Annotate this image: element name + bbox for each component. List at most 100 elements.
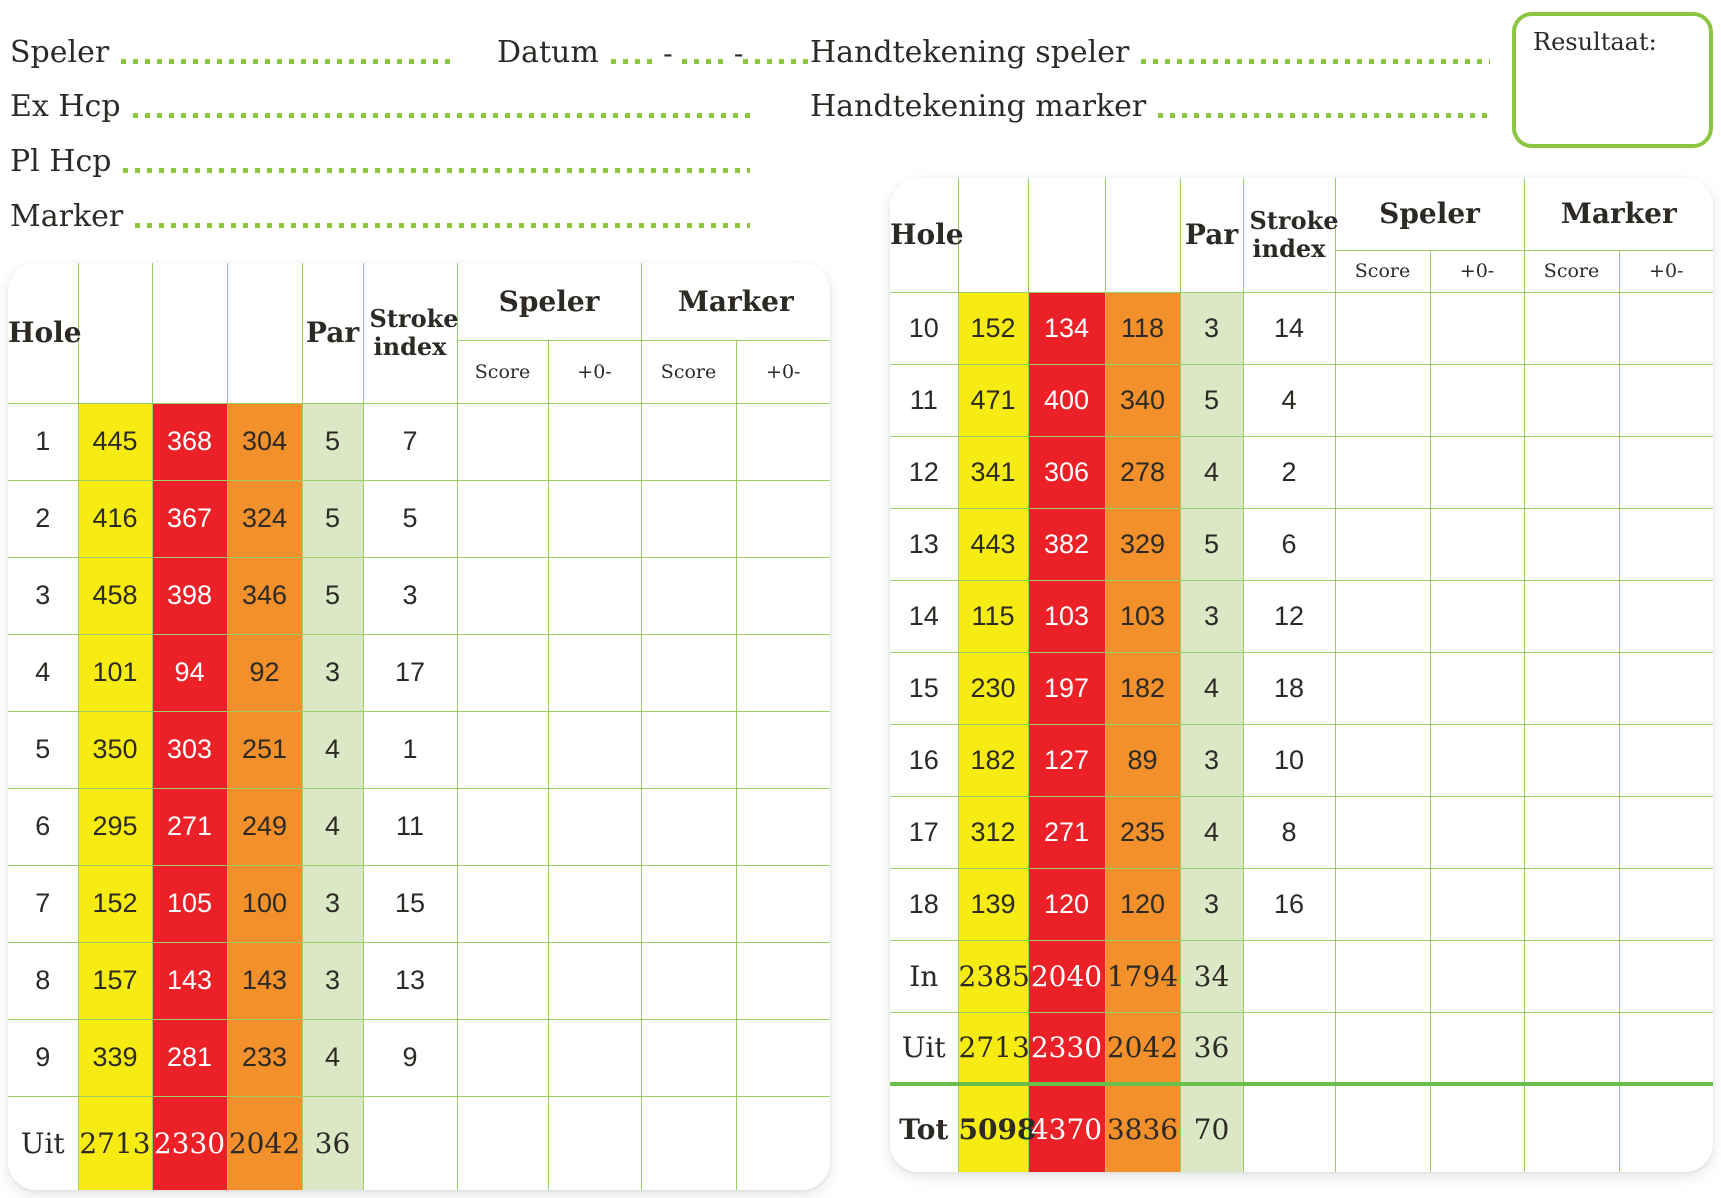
handtekening-speler-fill-line[interactable]: [1141, 59, 1490, 64]
ex-hcp-fill-line[interactable]: [132, 113, 750, 118]
marker-score-cell[interactable]: [640, 864, 737, 943]
marker-score-cell[interactable]: [1523, 795, 1620, 869]
speler-score-cell[interactable]: [456, 864, 549, 943]
speler-plusminus-cell[interactable]: [1429, 435, 1525, 509]
speler-score-cell[interactable]: [1334, 723, 1431, 797]
marker-plusminus-cell[interactable]: [735, 1018, 830, 1097]
marker-plusminus-cell[interactable]: [1618, 867, 1713, 941]
marker-plusminus-cell[interactable]: [735, 941, 830, 1020]
marker-plusminus-cell[interactable]: [735, 864, 830, 943]
speler-plusminus-cell[interactable]: [547, 941, 642, 1020]
marker-plusminus-cell[interactable]: [1618, 795, 1713, 869]
datum-day-fill[interactable]: [610, 59, 655, 64]
marker-score-cell[interactable]: [1523, 1082, 1620, 1172]
speler-score-cell[interactable]: [456, 479, 549, 558]
speler-score-cell[interactable]: [456, 710, 549, 789]
speler-plusminus-cell[interactable]: [547, 556, 642, 635]
speler-score-cell[interactable]: [1334, 1082, 1431, 1172]
marker-score-cell[interactable]: [1523, 507, 1620, 581]
speler-score-cell[interactable]: [1334, 939, 1431, 1013]
speler-plusminus-cell[interactable]: [1429, 939, 1525, 1013]
marker-score-cell[interactable]: [1523, 723, 1620, 797]
speler-score-cell[interactable]: [456, 941, 549, 1020]
speler-plusminus-cell[interactable]: [1429, 507, 1525, 581]
marker-plusminus-cell[interactable]: [1618, 723, 1713, 797]
datum-month-fill[interactable]: [681, 59, 725, 64]
speler-plusminus-cell[interactable]: [547, 864, 642, 943]
speler-plusminus-cell[interactable]: [547, 710, 642, 789]
marker-score-cell[interactable]: [1523, 291, 1620, 365]
marker-score-cell[interactable]: [640, 479, 737, 558]
speler-plusminus-cell[interactable]: [1429, 795, 1525, 869]
marker-score-cell[interactable]: [1523, 651, 1620, 725]
speler-score-cell[interactable]: [1334, 795, 1431, 869]
speler-score-cell[interactable]: [456, 1018, 549, 1097]
par-value: 3: [1179, 291, 1244, 365]
pl-hcp-fill-line[interactable]: [123, 168, 750, 173]
speler-plusminus-cell[interactable]: [547, 479, 642, 558]
speler-fill-line[interactable]: [121, 59, 452, 64]
marker-plusminus-cell[interactable]: [735, 633, 830, 712]
tee-yellow-header: [957, 178, 1029, 293]
marker-plusminus-cell[interactable]: [1618, 579, 1713, 653]
marker-score-cell[interactable]: [640, 556, 737, 635]
speler-plusminus-cell[interactable]: [1429, 651, 1525, 725]
speler-plusminus-cell[interactable]: [1429, 291, 1525, 365]
marker-fill-line[interactable]: [135, 223, 750, 228]
marker-plusminus-cell[interactable]: [1618, 507, 1713, 581]
speler-plusminus-cell[interactable]: [1429, 363, 1525, 437]
marker-score-cell[interactable]: [640, 787, 737, 866]
marker-plusminus-cell[interactable]: [1618, 1011, 1713, 1085]
marker-plusminus-cell[interactable]: [735, 402, 830, 481]
speler-score-cell[interactable]: [1334, 363, 1431, 437]
marker-score-cell[interactable]: [1523, 939, 1620, 1013]
marker-score-cell[interactable]: [640, 1095, 737, 1190]
marker-plusminus-cell[interactable]: [1618, 291, 1713, 365]
speler-score-cell[interactable]: [1334, 1011, 1431, 1085]
marker-plusminus-cell[interactable]: [735, 1095, 830, 1190]
speler-plusminus-cell[interactable]: [1429, 579, 1525, 653]
speler-plusminus-cell[interactable]: [547, 1018, 642, 1097]
marker-plusminus-cell[interactable]: [1618, 939, 1713, 1013]
marker-plusminus-cell[interactable]: [735, 479, 830, 558]
speler-plusminus-cell[interactable]: [1429, 723, 1525, 797]
marker-plusminus-cell[interactable]: [1618, 435, 1713, 509]
speler-score-cell[interactable]: [1334, 867, 1431, 941]
marker-plusminus-cell[interactable]: [735, 710, 830, 789]
datum-year-fill[interactable]: [743, 59, 813, 64]
resultaat-box[interactable]: Resultaat:: [1512, 12, 1713, 148]
marker-score-cell[interactable]: [1523, 579, 1620, 653]
marker-score-cell[interactable]: [640, 1018, 737, 1097]
speler-score-cell[interactable]: [456, 1095, 549, 1190]
speler-score-cell[interactable]: [456, 633, 549, 712]
speler-score-cell[interactable]: [1334, 291, 1431, 365]
speler-score-cell[interactable]: [456, 402, 549, 481]
marker-score-cell[interactable]: [640, 402, 737, 481]
speler-plusminus-cell[interactable]: [1429, 867, 1525, 941]
marker-plusminus-cell[interactable]: [1618, 363, 1713, 437]
marker-score-cell[interactable]: [640, 941, 737, 1020]
speler-plusminus-cell[interactable]: [547, 1095, 642, 1190]
marker-plusminus-cell[interactable]: [1618, 1082, 1713, 1172]
marker-plusminus-cell[interactable]: [735, 556, 830, 635]
speler-plusminus-cell[interactable]: [547, 787, 642, 866]
speler-plusminus-cell[interactable]: [1429, 1082, 1525, 1172]
marker-score-cell[interactable]: [1523, 435, 1620, 509]
speler-plusminus-cell[interactable]: [547, 402, 642, 481]
marker-plusminus-cell[interactable]: [735, 787, 830, 866]
speler-score-cell[interactable]: [456, 556, 549, 635]
speler-plusminus-cell[interactable]: [1429, 1011, 1525, 1085]
speler-score-cell[interactable]: [1334, 579, 1431, 653]
speler-plusminus-cell[interactable]: [547, 633, 642, 712]
speler-score-cell[interactable]: [1334, 435, 1431, 509]
handtekening-marker-fill-line[interactable]: [1158, 113, 1490, 118]
speler-score-cell[interactable]: [1334, 507, 1431, 581]
marker-plusminus-cell[interactable]: [1618, 651, 1713, 725]
marker-score-cell[interactable]: [1523, 867, 1620, 941]
marker-score-cell[interactable]: [1523, 1011, 1620, 1085]
marker-score-cell[interactable]: [640, 710, 737, 789]
marker-score-cell[interactable]: [1523, 363, 1620, 437]
speler-score-cell[interactable]: [456, 787, 549, 866]
marker-score-cell[interactable]: [640, 633, 737, 712]
speler-score-cell[interactable]: [1334, 651, 1431, 725]
